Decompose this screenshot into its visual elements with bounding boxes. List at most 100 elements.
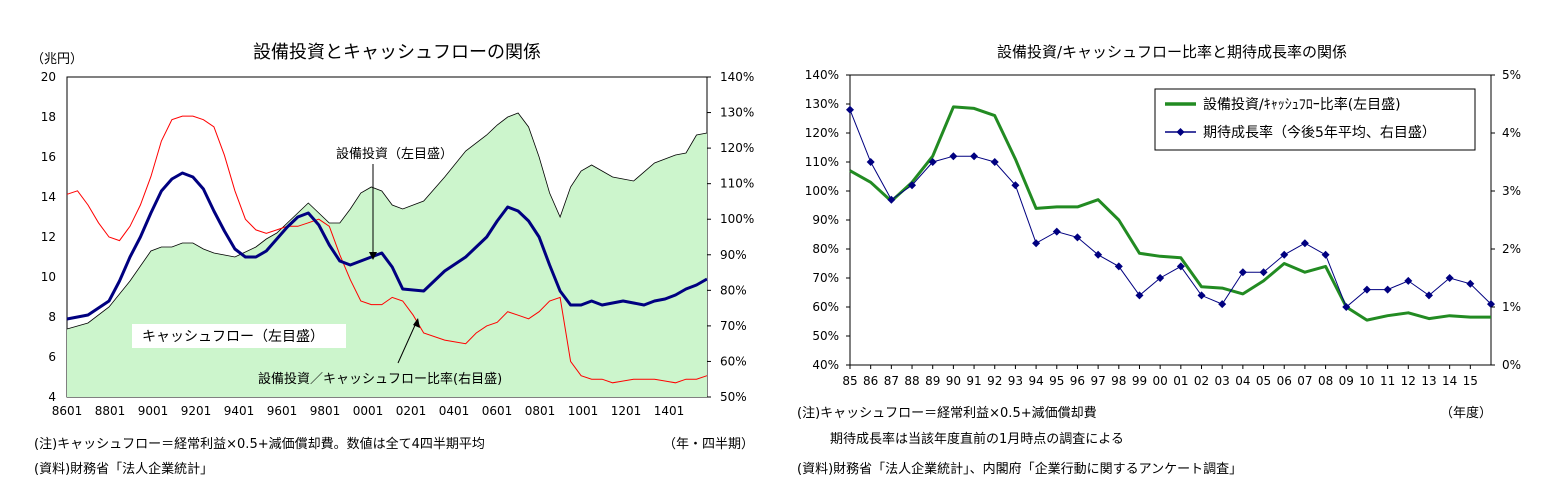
cashflow-outline <box>66 112 708 330</box>
ratio-growth-chart: 設備投資/キャッシュフロー比率と期待成長率の関係 140%130%120%110… <box>805 43 1521 388</box>
growth-marker <box>1197 291 1206 300</box>
growth-marker <box>1424 291 1433 300</box>
left-note: (注)キャッシュフロー＝経常利益×0.5+減価償却費。数値は全て4四半期平均 <box>34 437 485 452</box>
right-chart-left-y-tick: 140% <box>805 68 839 82</box>
right-xaxis-unit: （年度） <box>1440 406 1493 421</box>
right-chart-left-y-tick: 100% <box>805 184 839 198</box>
growth-marker <box>1176 262 1185 271</box>
right-chart-x-tick: 86 <box>863 374 878 388</box>
right-chart-left-y-tick: 80% <box>812 242 839 256</box>
growth-marker <box>970 152 979 161</box>
right-chart-left-y-tick: 130% <box>805 97 839 111</box>
left-x-tick: 0201 <box>396 404 427 418</box>
growth-marker <box>1218 300 1227 309</box>
right-chart-x-tick: 02 <box>1194 374 1209 388</box>
right-chart-left-y-tick: 110% <box>805 155 839 169</box>
right-chart-x-tick: 07 <box>1297 374 1312 388</box>
ratio-label: 設備投資／キャッシュフロー比率(右目盛) <box>258 371 502 387</box>
capex-label: 設備投資（左目盛） <box>336 146 453 162</box>
capex-cashflow-chart: 設備投資とキャッシュフローの関係 （兆円） 20 18 16 14 12 10 8 6 4 140… <box>31 42 754 418</box>
right-chart-right-y-tick: 2% <box>1502 242 1521 256</box>
right-chart-x-tick: 91 <box>966 374 981 388</box>
right-chart-x-tick: 13 <box>1421 374 1436 388</box>
growth-marker <box>1342 303 1351 311</box>
right-y-tick: 60% <box>720 354 747 368</box>
right-chart-x-tick: 94 <box>1028 374 1043 388</box>
right-chart-x-tick: 11 <box>1380 374 1395 388</box>
growth-marker <box>1114 262 1123 271</box>
legend-growth-label: 期待成長率（今後5年平均、右目盛） <box>1203 124 1436 141</box>
legend-ratio-label: 設備投資/ｷｬｯｼｭﾌﾛｰ比率(左目盛) <box>1203 96 1401 113</box>
left-xaxis-unit: （年・四半期） <box>663 437 755 452</box>
right-y-tick: 130% <box>720 106 754 120</box>
right-note-1: (注)キャッシュフロー＝経常利益×0.5+減価償却費 <box>797 406 1097 421</box>
growth-marker <box>1094 250 1103 259</box>
right-chart-right-y-tick: 3% <box>1502 184 1521 198</box>
left-x-tick: 8801 <box>95 404 126 418</box>
left-y-tick: 12 <box>41 230 56 244</box>
growth-marker <box>1362 285 1371 294</box>
right-y-tick: 100% <box>720 212 754 226</box>
growth-marker <box>1445 274 1454 282</box>
right-chart-x-tick: 01 <box>1173 374 1188 388</box>
right-source: (資料)財務省「法人企業統計」、内閣府「企業行動に関するアンケート調査」 <box>797 462 1243 477</box>
left-y-tick: 18 <box>41 110 56 124</box>
left-x-tick: 8601 <box>52 404 83 418</box>
right-chart-left-y-tick: 40% <box>812 358 839 372</box>
right-chart-x-tick: 85 <box>842 374 857 388</box>
right-y-tick: 50% <box>720 390 747 404</box>
right-chart-right-y-tick: 0% <box>1502 358 1521 372</box>
left-x-tick: 9001 <box>138 404 169 418</box>
right-y-tick: 80% <box>720 283 747 297</box>
right-chart-left-y-tick: 120% <box>805 126 839 140</box>
left-chart-title: 設備投資とキャッシュフローの関係 <box>253 42 541 63</box>
growth-marker <box>1300 239 1309 248</box>
right-chart-x-tick: 08 <box>1318 374 1333 388</box>
left-x-tick: 1201 <box>611 404 642 418</box>
right-y-tick: 110% <box>720 177 754 191</box>
capex-arrow-head <box>369 252 377 260</box>
right-chart-x-tick: 98 <box>1111 374 1126 388</box>
right-chart-right-y-tick: 1% <box>1502 300 1521 314</box>
left-y-tick: 16 <box>41 150 56 164</box>
growth-marker <box>1383 285 1392 294</box>
right-y-tick: 90% <box>720 248 747 262</box>
left-axis-unit: （兆円） <box>31 52 83 67</box>
left-source: (資料)財務省「法人企業統計」 <box>34 462 214 477</box>
right-note-2: 期待成長率は当該年度直前の1月時点の調査による <box>830 432 1124 447</box>
right-legend <box>1154 88 1476 151</box>
right-chart-x-tick: 90 <box>946 374 961 388</box>
left-x-tick: 9401 <box>224 404 255 418</box>
growth-marker <box>1321 250 1330 259</box>
right-y-tick: 70% <box>720 319 747 333</box>
right-chart-x-tick: 93 <box>1008 374 1023 388</box>
growth-marker <box>949 152 958 161</box>
growth-marker <box>1156 274 1165 282</box>
right-chart-x-tick: 06 <box>1277 374 1292 388</box>
growth-marker <box>1466 279 1475 288</box>
right-chart-right-y-tick: 4% <box>1502 126 1521 140</box>
capex-line <box>66 171 708 321</box>
growth-marker <box>1487 300 1495 309</box>
growth-marker <box>928 158 937 166</box>
right-chart-x-tick: 14 <box>1442 374 1457 388</box>
left-x-tick: 9801 <box>310 404 341 418</box>
growth-marker <box>1032 239 1041 248</box>
right-chart-x-tick: 00 <box>1153 374 1168 388</box>
right-chart-x-tick: 99 <box>1132 374 1147 388</box>
right-chart-right-y-tick: 5% <box>1502 68 1521 82</box>
right-chart-x-tick: 88 <box>904 374 919 388</box>
growth-marker <box>866 158 875 166</box>
right-chart-x-tick: 10 <box>1359 374 1374 388</box>
left-x-tick: 0601 <box>482 404 513 418</box>
left-x-tick: 0801 <box>525 404 556 418</box>
legend-growth-marker <box>1176 128 1185 136</box>
right-y-tick: 120% <box>720 141 754 155</box>
ratio-arrow-head <box>413 318 420 328</box>
left-y-tick: 14 <box>41 190 56 204</box>
cashflow-label: キャッシュフロー（左目盛） <box>142 329 324 345</box>
left-x-tick: 1401 <box>654 404 685 418</box>
right-chart-left-y-tick: 60% <box>812 300 839 314</box>
ratio-line <box>66 115 708 384</box>
growth-marker <box>908 181 917 190</box>
